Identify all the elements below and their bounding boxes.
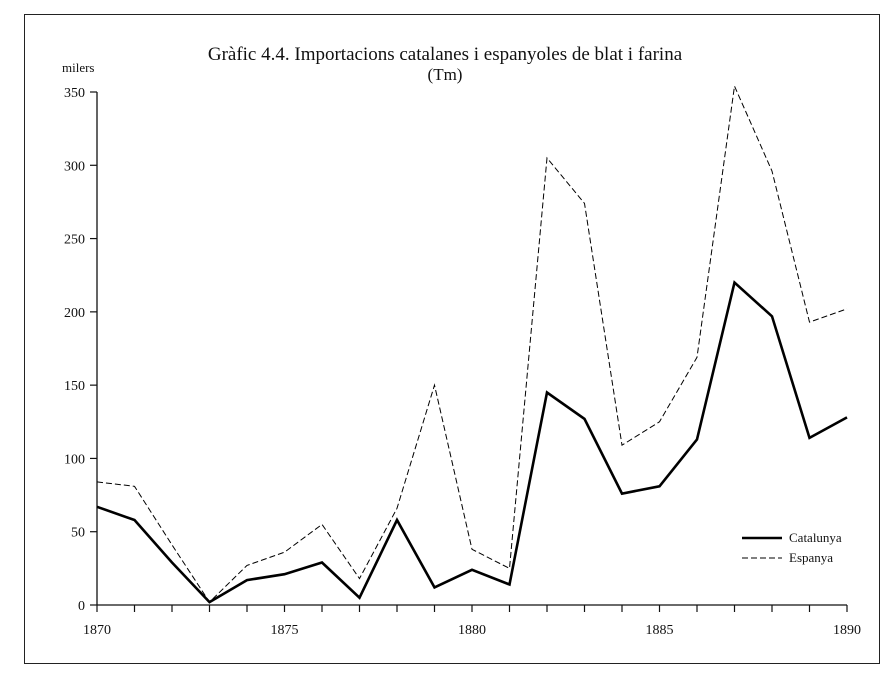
x-tick-label: 1885 [646, 623, 674, 638]
chart-title: Gràfic 4.4. Importacions catalanes i esp… [207, 44, 683, 65]
series-line-espanya [96, 84, 848, 603]
y-axis-unit-label: milers [62, 60, 95, 75]
series-line-catalunya [96, 280, 848, 604]
x-tick-label: 1875 [271, 623, 299, 638]
y-tick-label: 300 [64, 159, 85, 174]
y-tick-label: 200 [64, 306, 85, 321]
x-tick-label: 1880 [458, 623, 486, 638]
chart-frame [24, 14, 880, 664]
y-tick-label: 350 [64, 86, 85, 101]
x-tick-label: 1870 [83, 623, 111, 638]
legend-label-catalunya: Catalunya [789, 530, 842, 545]
legend-label-espanya: Espanya [789, 550, 833, 565]
y-tick-label: 50 [71, 526, 85, 541]
y-tick-label: 100 [64, 452, 85, 467]
x-tick-label: 1890 [833, 623, 861, 638]
y-tick-label: 0 [78, 599, 85, 614]
chart-subtitle: (Tm) [427, 65, 463, 84]
y-tick-label: 150 [64, 379, 85, 394]
y-tick-label: 250 [64, 233, 85, 248]
